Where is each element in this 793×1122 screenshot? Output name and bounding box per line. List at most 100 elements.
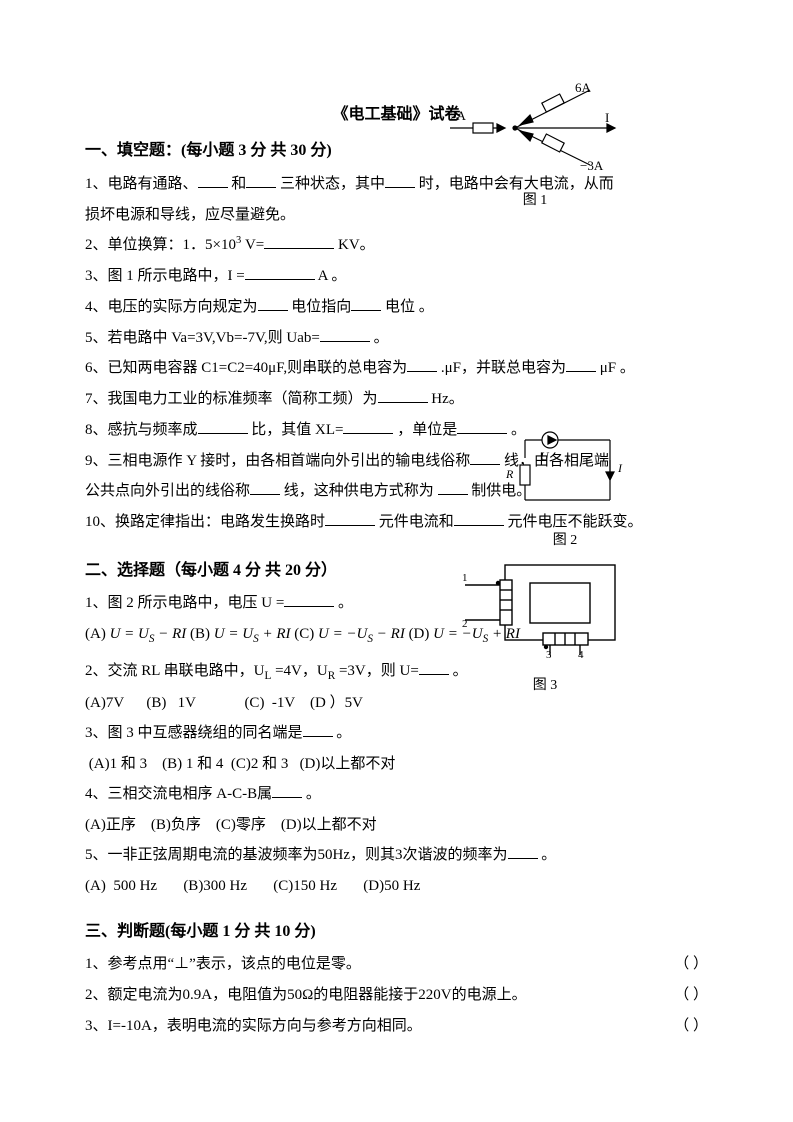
text: .μF，并联总电容为	[441, 360, 566, 376]
text: 1、参考点用“⊥”表示，该点的电位是零。	[85, 956, 361, 972]
formula: + RI	[259, 626, 291, 642]
blank	[258, 295, 288, 311]
text: 5、一非正弦周期电流的基波频率为50Hz，则其3次谐波的频率为	[85, 847, 508, 863]
text: 1、电路有通路、	[85, 176, 198, 192]
text: A 。	[318, 268, 347, 284]
text: 2、额定电流为0.9A，电阻值为50Ω的电阻器能接于220V的电源上。	[85, 987, 527, 1003]
formula: − RI	[155, 626, 187, 642]
term-1: 1	[462, 572, 468, 584]
figure-1-caption: 图 1	[445, 188, 625, 215]
circuit-node-icon: 2A 6A I −3A	[445, 80, 625, 175]
text: 3、I=-10A，表明电流的实际方向与参考方向相同。	[85, 1018, 422, 1034]
exponent: 3	[236, 235, 241, 246]
section-3-header: 三、判断题(每小题 1 分 共 10 分)	[85, 917, 708, 947]
blank	[351, 295, 381, 311]
text: 比，其值 XL=	[251, 422, 343, 438]
blank	[320, 326, 370, 342]
figure-3-caption: 图 3	[460, 673, 630, 700]
formula: U = U	[110, 626, 149, 642]
blank	[284, 591, 334, 607]
label-i: I	[605, 110, 609, 125]
text: 公共点向外引出的线俗称	[85, 483, 250, 499]
text: 4、三相交流电相序 A-C-B属	[85, 786, 272, 802]
s1-q6: 6、已知两电容器 C1=C2=40μF,则串联的总电容为 .μF，并联总电容为 …	[85, 353, 708, 384]
text: 5、若电路中 Va=3V,Vb=-7V,则 Uab=	[85, 330, 320, 346]
text: 2、单位换算：1．5×10	[85, 237, 236, 253]
label-n3a: −3A	[580, 158, 604, 173]
blank	[303, 721, 333, 737]
term-2: 2	[462, 618, 468, 630]
s2-q4-options: (A)正序 (B)负序 (C)零序 (D)以上都不对	[85, 810, 708, 840]
term-3: 3	[546, 649, 552, 660]
blank	[343, 418, 393, 434]
term-4: 4	[578, 649, 584, 660]
s2-q5-options: (A) 500 Hz (B)300 Hz (C)150 Hz (D)50 Hz	[85, 871, 708, 901]
blank	[378, 387, 428, 403]
blank	[508, 843, 538, 859]
text: V=	[245, 237, 264, 253]
blank	[264, 233, 334, 249]
blank	[250, 479, 280, 495]
label-2a: 2A	[450, 108, 467, 123]
s3-q2: 2、额定电流为0.9A，电阻值为50Ω的电阻器能接于220V的电源上。 （ ）	[85, 980, 708, 1011]
text: 10、换路定律指出：电路发生换路时	[85, 514, 325, 530]
transformer-icon: 1 2 3 4	[460, 555, 630, 660]
formula: − RI	[373, 626, 405, 642]
opt-label: (D)	[409, 626, 434, 642]
text: =4V，U	[275, 663, 328, 679]
figure-1: 2A 6A I −3A 图 1	[445, 80, 625, 214]
text: Hz。	[431, 391, 464, 407]
text: 线，这种供电方式称为	[284, 483, 438, 499]
text: 1、图 2 所示电路中，电压 U =	[85, 595, 284, 611]
sub: L	[264, 670, 271, 682]
figure-3: 1 2 3 4 图 3	[460, 555, 630, 699]
exam-page: 《电工基础》试卷 一、填空题：(每小题 3 分 共 30 分) 1、电路有通路、…	[0, 0, 793, 1101]
text: 3、图 3 中互感器绕组的同名端是	[85, 725, 303, 741]
blank	[438, 479, 468, 495]
opt-label: (A)	[85, 626, 106, 642]
figure-2-caption: 图 2	[500, 528, 630, 555]
label-i: I	[617, 461, 623, 475]
s1-q3: 3、图 1 所示电路中，I = A 。	[85, 261, 708, 292]
s2-q3-options: (A)1 和 3 (B) 1 和 4 (C)2 和 3 (D)以上都不对	[85, 749, 708, 779]
text: 电位指向	[291, 299, 351, 315]
text: 。	[374, 330, 389, 346]
blank	[272, 782, 302, 798]
formula: U = U	[214, 626, 253, 642]
blank	[419, 659, 449, 675]
s1-q2: 2、单位换算：1．5×103 V= KV。	[85, 230, 708, 261]
s3-q1: 1、参考点用“⊥”表示，该点的电位是零。 （ ）	[85, 949, 708, 980]
blank	[245, 264, 315, 280]
circuit-loop-icon: U R I	[500, 430, 630, 515]
text: 。	[306, 786, 321, 802]
text: 三种状态，其中	[280, 176, 385, 192]
text: 元件电流和	[379, 514, 454, 530]
text: 电位 。	[385, 299, 434, 315]
text: 损坏电源和导线，应尽量避免。	[85, 207, 295, 223]
sub: R	[328, 670, 336, 682]
text: ，单位是	[397, 422, 457, 438]
blank	[198, 418, 248, 434]
s3-q3: 3、I=-10A，表明电流的实际方向与参考方向相同。 （ ）	[85, 1011, 708, 1042]
text: 9、三相电源作 Y 接时，由各相首端向外引出的输电线俗称	[85, 453, 470, 469]
blank	[198, 172, 228, 188]
text: 。	[336, 725, 351, 741]
formula: U = −U	[318, 626, 367, 642]
text: 8、感抗与频率成	[85, 422, 198, 438]
answer-paren: （ ）	[674, 949, 708, 980]
answer-paren: （ ）	[674, 1011, 708, 1042]
s1-q5: 5、若电路中 Va=3V,Vb=-7V,则 Uab= 。	[85, 323, 708, 354]
s2-q3: 3、图 3 中互感器绕组的同名端是 。	[85, 718, 708, 749]
text: =3V，则 U=	[339, 663, 419, 679]
text: 7、我国电力工业的标准频率（简称工频）为	[85, 391, 378, 407]
s2-q4: 4、三相交流电相序 A-C-B属 。	[85, 779, 708, 810]
figure-2: U R I 图 2	[500, 430, 630, 554]
blank	[246, 172, 276, 188]
blank	[566, 356, 596, 372]
blank	[325, 510, 375, 526]
text: 和	[231, 176, 246, 192]
s1-q7: 7、我国电力工业的标准频率（简称工频）为 Hz。	[85, 384, 708, 415]
blank	[407, 356, 437, 372]
text: 。	[541, 847, 556, 863]
text: 4、电压的实际方向规定为	[85, 299, 258, 315]
